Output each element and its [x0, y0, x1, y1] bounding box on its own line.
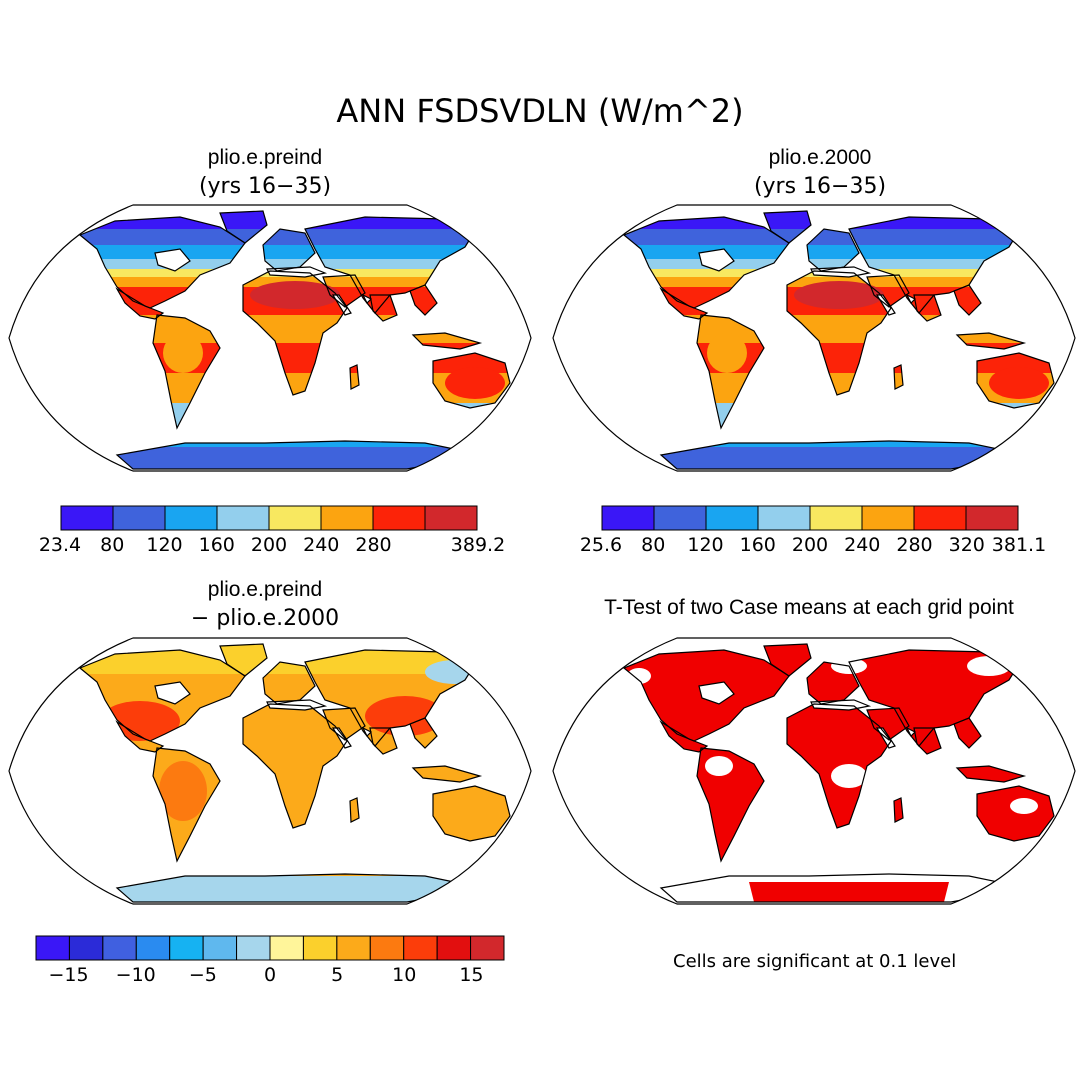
colorbar-swatch	[601, 505, 655, 531]
colorbar-tick-label: 15	[459, 964, 484, 986]
figure-title: ANN FSDSVDLN (W/m^2)	[336, 92, 744, 130]
colorbar-tick-label: 0	[263, 964, 277, 986]
colorbar-swatch	[403, 935, 438, 961]
colorbar-tick-label: 10	[392, 964, 417, 986]
colorbar-tick-label: 23.4	[38, 534, 82, 556]
colorbar-swatch	[653, 505, 707, 531]
colorbar-tick-label: 160	[739, 534, 776, 556]
significance-note: Cells are significant at 0.1 level	[673, 951, 957, 972]
colorbar-swatch	[470, 935, 505, 961]
colorbar-tick-label: 240	[844, 534, 881, 556]
colorbar-swatch	[424, 505, 478, 531]
colorbar-tick-label: 160	[198, 534, 235, 556]
panel-title-ttest: T-Test of two Case means at each grid po…	[604, 596, 1014, 619]
colorbar-swatch	[269, 935, 304, 961]
colorbar-swatch	[436, 935, 472, 961]
colorbar-swatch	[60, 505, 114, 531]
colorbar-swatch	[164, 505, 218, 531]
colorbar-difference	[35, 935, 505, 961]
colorbar-swatch	[112, 505, 166, 531]
colorbar-2000	[601, 505, 1019, 531]
colorbar-tick-label: 280	[896, 534, 933, 556]
colorbar-swatch	[302, 935, 338, 961]
colorbar-swatch	[169, 935, 204, 961]
colorbar-swatch	[202, 935, 238, 961]
colorbar-tick-label: 381.1	[991, 534, 1047, 556]
colorbar-tick-label: 200	[250, 534, 288, 556]
panel-subtitle-2000: (yrs 16−35)	[753, 174, 887, 199]
colorbar-swatch	[705, 505, 759, 531]
colorbar-swatch	[102, 935, 137, 961]
colorbar-swatch	[268, 505, 322, 531]
colorbar-swatch	[216, 505, 270, 531]
colorbar-tick-label: 320	[948, 534, 985, 556]
colorbar-tick-label: 80	[641, 534, 666, 556]
colorbar-swatch	[913, 505, 967, 531]
panel-title-2000: plio.e.2000	[768, 146, 872, 169]
map-ttest	[552, 637, 1076, 905]
colorbar-tick-label: 25.6	[579, 534, 623, 556]
colorbar-swatch	[320, 505, 374, 531]
panel-title-difference: plio.e.preind	[207, 578, 323, 601]
colorbar-swatch	[861, 505, 915, 531]
colorbar-tick-label: 120	[687, 534, 724, 556]
colorbar-swatch	[369, 935, 405, 961]
panel-subtitle-preind: (yrs 16−35)	[198, 174, 332, 199]
map-difference	[8, 637, 532, 905]
colorbar-tick-label: −5	[188, 964, 217, 986]
colorbar-swatch	[68, 935, 104, 961]
colorbar-swatch	[135, 935, 171, 961]
colorbar-swatch	[236, 935, 271, 961]
colorbar-tick-label: −15	[48, 964, 89, 986]
colorbar-tick-label: 5	[331, 964, 344, 986]
colorbar-tick-label: 280	[355, 534, 392, 556]
colorbar-swatch	[336, 935, 371, 961]
colorbar-swatch	[35, 935, 70, 961]
colorbar-tick-label: 240	[303, 534, 340, 556]
colorbar-preind	[60, 505, 478, 531]
colorbar-swatch	[372, 505, 426, 531]
colorbar-swatch	[965, 505, 1019, 531]
colorbar-swatch	[757, 505, 811, 531]
colorbar-tick-label: 120	[146, 534, 183, 556]
colorbar-tick-label: 389.2	[450, 534, 506, 556]
colorbar-swatch	[809, 505, 863, 531]
map-2000	[552, 204, 1076, 472]
panel-subtitle-difference: − plio.e.2000	[190, 606, 340, 631]
colorbar-tick-label: −10	[115, 964, 156, 986]
map-preind	[8, 204, 532, 472]
colorbar-tick-label: 200	[791, 534, 829, 556]
colorbar-tick-label: 80	[100, 534, 125, 556]
panel-title-preind: plio.e.preind	[207, 146, 323, 169]
